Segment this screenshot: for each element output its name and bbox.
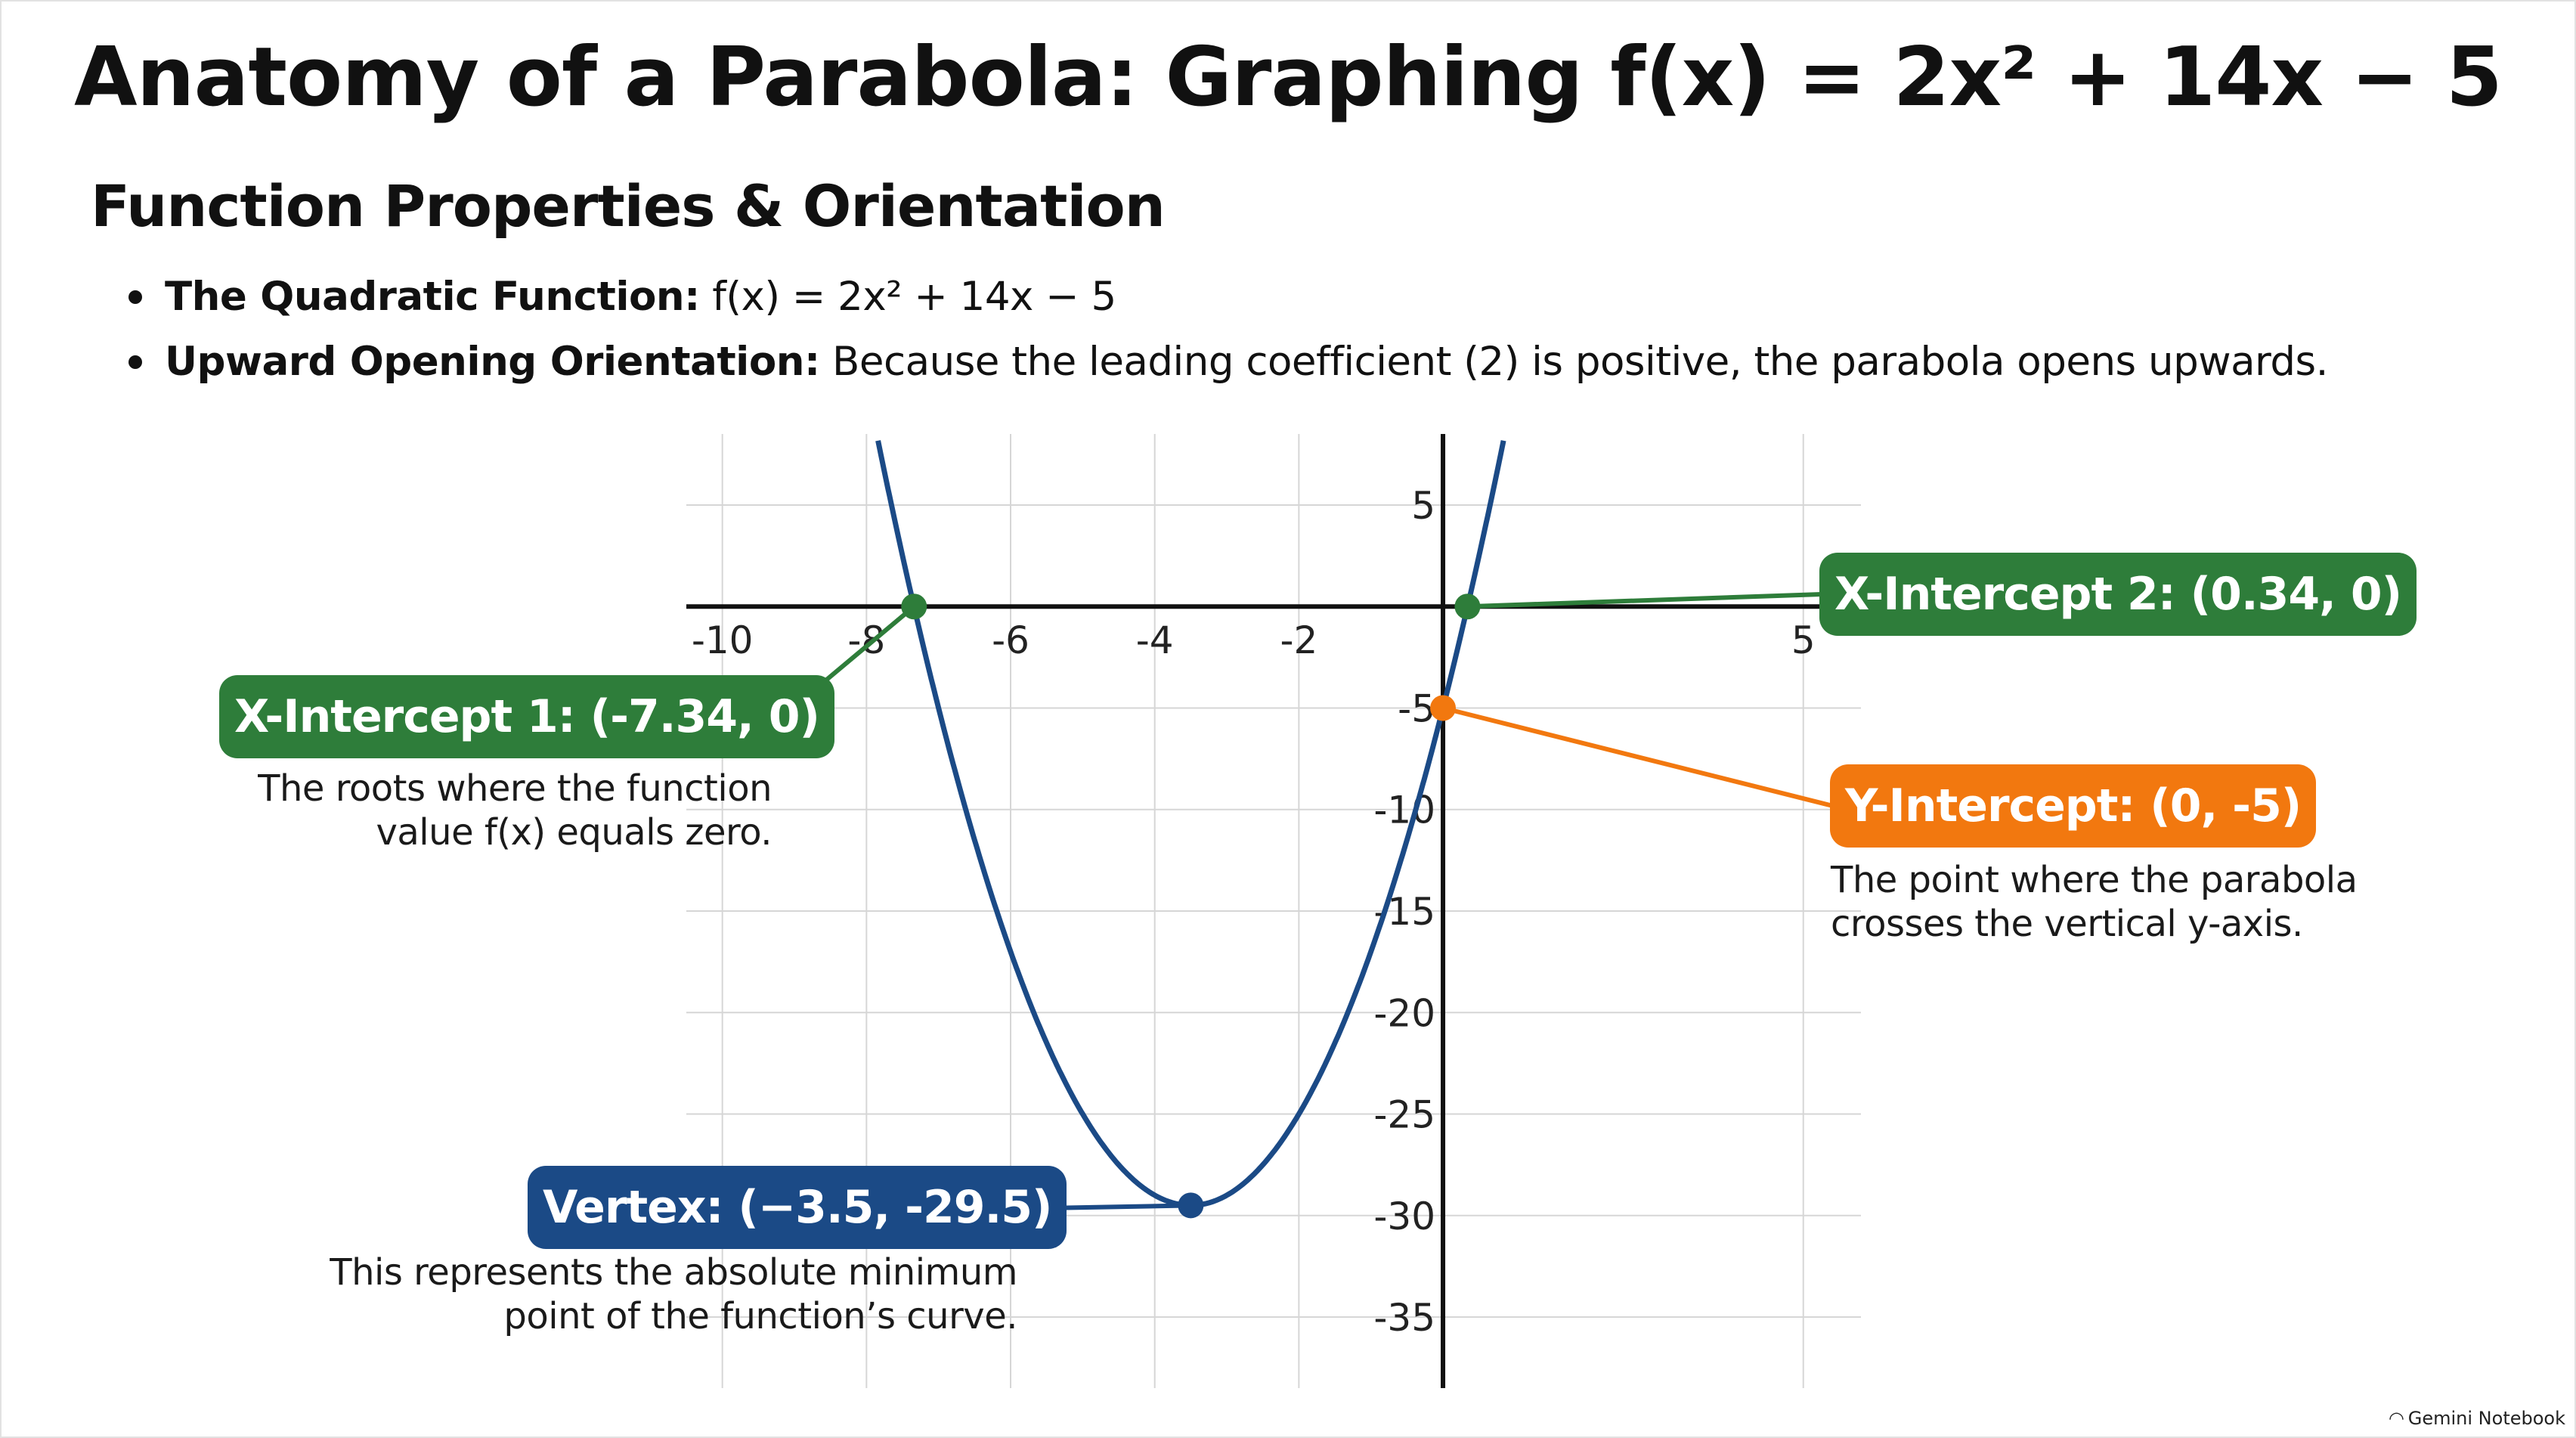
key-point-marker (1178, 1192, 1204, 1219)
section-heading: Function Properties & Orientation (91, 172, 1166, 240)
key-point-marker (901, 593, 927, 620)
bullet-label: The Quadratic Function: (165, 274, 700, 320)
y-tick-label: -10 (1373, 789, 1435, 832)
y-tick-label: -30 (1373, 1195, 1435, 1238)
bullet-text: f(x) = 2x² + 14x − 5 (699, 274, 1116, 320)
callout-leader-line (1467, 592, 1822, 609)
bullet-dot-icon (128, 355, 142, 369)
y-tick-label: -20 (1373, 991, 1435, 1035)
y-tick-label: -5 (1398, 686, 1435, 730)
brand-name: Gemini Notebook (2407, 1408, 2565, 1429)
property-list: The Quadratic Function: f(x) = 2x² + 14x… (121, 265, 2329, 395)
y-intercept-callout: Y-Intercept: (0, -5) (1830, 764, 2317, 848)
x-tick-label: -4 (1136, 618, 1174, 662)
y-tick-label: -35 (1373, 1296, 1435, 1340)
bullet-orientation: Upward Opening Orientation: Because the … (121, 330, 2329, 395)
vertex-description: This represents the absolute minimum poi… (330, 1251, 1017, 1337)
key-point-marker (1430, 695, 1457, 721)
bullet-quadratic-function: The Quadratic Function: f(x) = 2x² + 14x… (121, 265, 2328, 330)
callout-leader-line (1442, 705, 1834, 808)
x-tick-label: -10 (692, 618, 754, 662)
parabola-curve (875, 440, 1506, 1208)
gemini-logo-icon: ◠ (2389, 1408, 2404, 1429)
bullet-text: Because the leading coefficient (2) is p… (819, 339, 2329, 385)
y-intercept-description: The point where the parabola crosses the… (1831, 859, 2358, 945)
x-tick-label: -2 (1280, 618, 1317, 662)
x-tick-label: 5 (1791, 618, 1816, 662)
x-intercept-1-callout: X-Intercept 1: (-7.34, 0) (219, 675, 834, 758)
bullet-label: Upward Opening Orientation: (165, 339, 820, 385)
vertex-callout: Vertex: (−3.5, -29.5) (528, 1166, 1067, 1249)
x-intercept-2-callout: X-Intercept 2: (0.34, 0) (1819, 553, 2417, 636)
bullet-dot-icon (128, 290, 142, 304)
x-intercept-1-description: The roots where the function value f(x) … (258, 767, 772, 854)
brand-mark: ◠ Gemini Notebook (2389, 1408, 2565, 1429)
y-tick-label: 5 (1411, 484, 1435, 528)
key-point-marker (1454, 593, 1481, 620)
page-title: Anatomy of a Parabola: Graphing f(x) = 2… (74, 30, 2503, 125)
x-tick-label: -6 (992, 618, 1029, 662)
y-tick-label: -25 (1373, 1093, 1435, 1137)
